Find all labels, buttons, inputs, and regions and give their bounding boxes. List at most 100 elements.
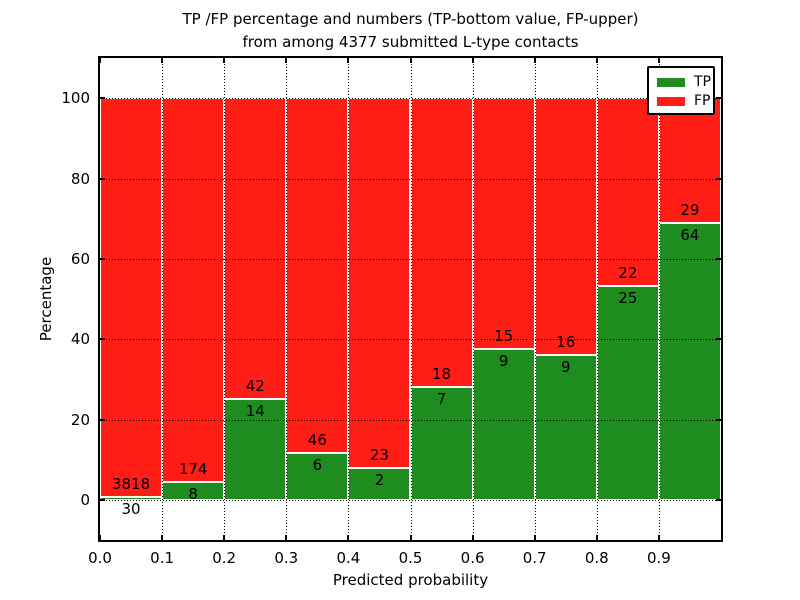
y-tick-left <box>100 257 105 260</box>
x-tick-label: 0.1 <box>150 549 175 567</box>
bar-label-tp: 9 <box>560 358 571 377</box>
bar-segment-fp <box>224 98 287 400</box>
chart-title: TP /FP percentage and numbers (TP-bottom… <box>100 8 721 54</box>
x-tick-label: 0.0 <box>88 549 112 567</box>
bar-segment-fp <box>472 98 535 350</box>
legend: TP FP <box>647 66 715 115</box>
bar-label-fp: 46 <box>307 431 327 450</box>
bar-segment-fp <box>534 98 597 356</box>
bar-segment-fp <box>348 98 411 468</box>
x-tick-label: 0.3 <box>274 549 299 567</box>
bar-label-tp: 25 <box>618 289 638 308</box>
x-tick-top <box>223 58 226 63</box>
y-tick-right <box>716 418 721 421</box>
x-tick-label: 0.9 <box>646 549 671 567</box>
bar-label-tp: 14 <box>245 402 265 421</box>
x-tick-top <box>533 58 536 63</box>
gridline-vertical <box>410 58 412 540</box>
bar-segment-tp <box>472 349 535 500</box>
bar-label-fp: 15 <box>494 327 514 346</box>
bar-segment-tp <box>596 286 659 500</box>
x-tick-bottom <box>657 535 660 540</box>
bar-label-fp: 18 <box>432 365 452 384</box>
bar-label-tp: 64 <box>680 226 700 245</box>
chart-title-line1: TP /FP percentage and numbers (TP-bottom… <box>182 10 639 28</box>
y-tick-left <box>100 418 105 421</box>
y-tick-right <box>716 498 721 501</box>
x-tick-label: 0.5 <box>398 549 423 567</box>
bar-segment-tp <box>100 496 163 500</box>
y-tick-label: 40 <box>70 330 90 349</box>
x-tick-bottom <box>595 535 598 540</box>
y-tick-label: 60 <box>70 249 90 268</box>
plot-area: 3818 30 174 8 42 14 46 6 23 2 18 7 15 9 16 9 22 25 29 64 0.0… <box>61 58 721 567</box>
y-tick-right <box>716 257 721 260</box>
x-tick-top <box>595 58 598 63</box>
y-tick-label: 100 <box>61 89 90 108</box>
bar-label-tp: 7 <box>436 390 447 409</box>
bar-label-tp: 30 <box>121 499 141 518</box>
legend-entry-tp: TP <box>657 73 713 92</box>
y-tick-label: 80 <box>70 169 90 188</box>
x-tick-label: 0.2 <box>212 549 237 567</box>
bar-label-fp: 22 <box>618 264 638 283</box>
x-tick-bottom <box>99 535 101 540</box>
gridline-vertical <box>534 58 536 540</box>
x-tick-bottom <box>223 535 226 540</box>
gridline-vertical <box>658 58 660 540</box>
bar-segment-tp <box>534 355 597 500</box>
bar-label-tp: 2 <box>374 470 385 489</box>
x-tick-top <box>657 58 660 63</box>
bar-segment-tp <box>286 453 349 500</box>
bar-label-fp: 23 <box>369 445 389 464</box>
bar-label-tp: 8 <box>188 485 198 504</box>
bar-segment-fp <box>286 98 349 454</box>
tp-swatch-icon <box>657 78 685 87</box>
gridline-vertical <box>286 58 288 540</box>
gridline-vertical <box>162 58 164 540</box>
x-axis-label: Predicted probability <box>332 571 489 589</box>
bar-label-tp: 6 <box>312 456 323 475</box>
y-tick-right <box>716 338 721 341</box>
bar-label-fp: 174 <box>178 460 208 479</box>
bar-label-fp: 16 <box>556 333 576 352</box>
y-tick-right <box>716 97 721 100</box>
legend-entry-fp: FP <box>657 92 713 111</box>
x-tick-label: 0.6 <box>460 549 485 567</box>
gridline-vertical <box>348 58 350 540</box>
y-tick-right <box>716 177 721 180</box>
x-tick-bottom <box>471 535 474 540</box>
y-tick-left <box>100 338 105 341</box>
chart-title-line2: from among 4377 submitted L-type contact… <box>242 33 579 51</box>
x-tick-bottom <box>409 535 412 540</box>
bar-label-fp: 29 <box>680 201 700 220</box>
x-tick-label: 0.7 <box>522 549 547 567</box>
x-tick-bottom <box>285 535 288 540</box>
x-tick-bottom <box>347 535 350 540</box>
x-tick-top <box>347 58 350 63</box>
y-tick-left <box>100 177 105 180</box>
y-tick-left <box>100 97 105 100</box>
x-tick-top <box>99 58 101 63</box>
bar-label-fp: 3818 <box>111 474 151 493</box>
y-tick-label: 0 <box>80 490 90 509</box>
x-tick-top <box>285 58 288 63</box>
legend-label-tp: TP <box>694 74 711 90</box>
y-tick-left <box>100 498 105 501</box>
x-tick-bottom <box>161 535 164 540</box>
x-tick-label: 0.4 <box>336 549 361 567</box>
y-tick-label: 20 <box>70 410 90 429</box>
x-tick-top <box>409 58 412 63</box>
bar-label-tp: 9 <box>498 352 509 371</box>
gridline-vertical <box>596 58 598 540</box>
x-tick-label: 0.8 <box>584 549 609 567</box>
bar-segment-fp <box>162 98 225 483</box>
x-tick-bottom <box>533 535 536 540</box>
x-tick-top <box>161 58 164 63</box>
bar-label-fp: 42 <box>245 377 265 396</box>
bar-segment-fp <box>100 98 163 497</box>
gridline-vertical <box>224 58 226 540</box>
bar-segment-fp <box>410 98 473 388</box>
bar-segment-tp <box>224 399 287 500</box>
